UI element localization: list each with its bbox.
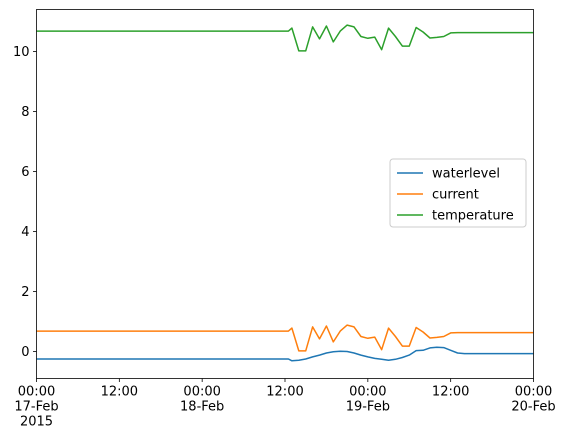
y-tick-label: 8 <box>21 105 29 120</box>
legend-box <box>389 158 527 228</box>
x-tick-label-line: 17-Feb <box>14 400 58 415</box>
x-tick-label-line: 12:00 <box>266 385 303 400</box>
x-tick-label: 00:00 20-Feb <box>511 385 555 415</box>
series-line-temperature <box>36 24 534 52</box>
x-tick-label: 00:00 19-Feb <box>346 385 390 415</box>
legend-label-temperature: temperature <box>432 209 514 224</box>
x-tick-label-line: 18-Feb <box>180 400 224 415</box>
legend-label-current: current <box>432 188 479 203</box>
y-tick-label: 0 <box>21 345 29 360</box>
series-line-current <box>36 324 534 352</box>
y-tick-label: 6 <box>21 165 29 180</box>
x-tick-label-line: 00:00 <box>183 385 220 400</box>
legend-label-waterlevel: waterlevel <box>432 167 500 182</box>
x-tick-label-line: 00:00 <box>18 385 55 400</box>
y-tick-label: 4 <box>21 225 29 240</box>
x-tick-label-line: 2015 <box>20 415 53 430</box>
x-tick-label: 00:00 17-Feb 2015 <box>14 385 58 430</box>
x-tick-label: 00:00 18-Feb <box>180 385 224 415</box>
x-tick-label-line: 12:00 <box>101 385 138 400</box>
y-tick-label: 2 <box>21 285 29 300</box>
series-layer <box>36 24 534 362</box>
legend: waterlevel current temperature <box>389 158 527 228</box>
x-tick-label: 12:00 <box>266 385 303 400</box>
x-tick-label: 12:00 <box>101 385 138 400</box>
series-line-waterlevel <box>36 346 534 362</box>
x-tick-label: 12:00 <box>432 385 469 400</box>
plot-frame <box>36 9 534 379</box>
x-tick-label-line: 20-Feb <box>511 400 555 415</box>
y-axis: 0 2 4 6 8 10 <box>13 45 37 360</box>
y-tick-label: 10 <box>13 45 30 60</box>
x-tick-label-line: 19-Feb <box>346 400 390 415</box>
x-tick-label-line: 00:00 <box>515 385 552 400</box>
x-tick-label-line: 12:00 <box>432 385 469 400</box>
x-tick-label-line: 00:00 <box>349 385 386 400</box>
